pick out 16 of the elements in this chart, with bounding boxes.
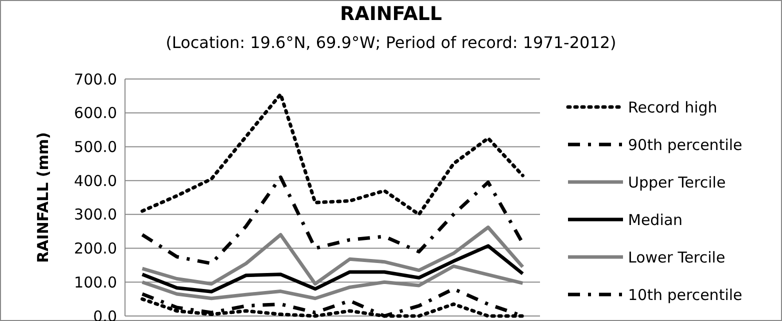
y-tick-label: 100.0: [74, 273, 117, 292]
y-tick-label: 200.0: [74, 240, 117, 258]
y-tick-label: 600.0: [74, 104, 117, 122]
legend-label: Upper Tercile: [628, 173, 726, 192]
y-tick-label: 700.0: [74, 70, 117, 88]
y-tick-label: 400.0: [74, 172, 117, 190]
legend-label: 90th percentile: [628, 136, 742, 154]
legend-label: 10th percentile: [628, 286, 742, 304]
y-tick-label: 300.0: [74, 206, 117, 224]
y-axis-title: RAINFALL (mm): [34, 132, 52, 263]
legend-label: Median: [628, 210, 683, 229]
chart-title: RAINFALL: [340, 3, 442, 25]
legend-label: Record high: [628, 98, 718, 116]
legend-label: Lower Tercile: [628, 248, 726, 266]
y-tick-label: 500.0: [74, 138, 117, 156]
chart-subtitle: (Location: 19.6°N, 69.9°W; Period of record: 1971-2012): [166, 33, 616, 52]
